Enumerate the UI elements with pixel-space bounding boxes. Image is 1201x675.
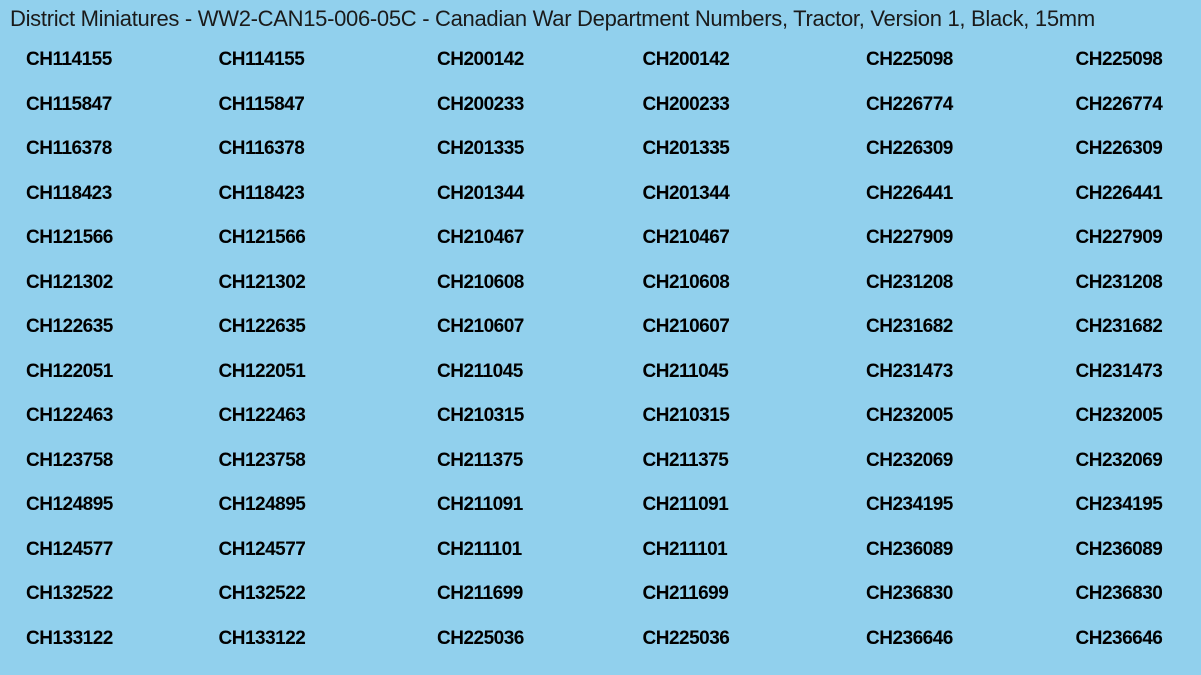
decal-number: CH226441 — [800, 176, 996, 221]
decal-number: CH232005 — [996, 398, 1192, 443]
decal-number: CH234195 — [800, 487, 996, 532]
decal-number: CH231682 — [996, 309, 1192, 354]
decal-number: CH232069 — [996, 443, 1192, 488]
decal-number: CH201335 — [605, 131, 801, 176]
decal-number: CH201344 — [605, 176, 801, 221]
decal-number: CH211091 — [409, 487, 605, 532]
decal-number: CH211045 — [409, 354, 605, 399]
decal-number: CH211375 — [409, 443, 605, 488]
decal-number: CH211375 — [605, 443, 801, 488]
decal-number: CH124895 — [18, 487, 214, 532]
decal-number: CH118423 — [214, 176, 410, 221]
decal-number: CH114155 — [18, 42, 214, 87]
decal-number: CH236646 — [800, 621, 996, 666]
decal-number: CH122051 — [214, 354, 410, 399]
decal-number: CH226441 — [996, 176, 1192, 221]
decal-number: CH232005 — [800, 398, 996, 443]
decal-number: CH123758 — [214, 443, 410, 488]
decal-number: CH122635 — [18, 309, 214, 354]
decal-number: CH132522 — [214, 576, 410, 621]
decal-number: CH116378 — [214, 131, 410, 176]
decal-number: CH226309 — [996, 131, 1192, 176]
decal-number: CH236089 — [996, 532, 1192, 577]
decal-number: CH123758 — [18, 443, 214, 488]
page-title: District Miniatures - WW2-CAN15-006-05C … — [0, 0, 1201, 34]
decal-number: CH211699 — [409, 576, 605, 621]
decal-number: CH124577 — [214, 532, 410, 577]
decal-number: CH210608 — [605, 265, 801, 310]
decal-number: CH115847 — [18, 87, 214, 132]
decal-number: CH231682 — [800, 309, 996, 354]
decal-number: CH210607 — [409, 309, 605, 354]
decal-number: CH116378 — [18, 131, 214, 176]
decal-number: CH225098 — [996, 42, 1192, 87]
decal-number: CH236089 — [800, 532, 996, 577]
decal-number: CH201335 — [409, 131, 605, 176]
decal-number: CH210607 — [605, 309, 801, 354]
decal-number: CH211699 — [605, 576, 801, 621]
decal-number: CH210315 — [605, 398, 801, 443]
decal-number: CH231473 — [996, 354, 1192, 399]
decal-number: CH225036 — [605, 621, 801, 666]
decal-number: CH236646 — [996, 621, 1192, 666]
decal-number: CH226309 — [800, 131, 996, 176]
decal-number: CH122463 — [18, 398, 214, 443]
decal-number: CH211045 — [605, 354, 801, 399]
decal-number: CH211101 — [409, 532, 605, 577]
decal-number: CH121566 — [18, 220, 214, 265]
decal-number: CH115847 — [214, 87, 410, 132]
decal-number: CH132522 — [18, 576, 214, 621]
decal-number: CH236830 — [800, 576, 996, 621]
decal-grid: CH114155 CH115847 CH116378 CH118423 CH12… — [0, 34, 1201, 675]
decal-number: CH236830 — [996, 576, 1192, 621]
decal-number: CH133122 — [214, 621, 410, 666]
decal-number: CH226774 — [996, 87, 1192, 132]
decal-number: CH210467 — [409, 220, 605, 265]
decal-number: CH133122 — [18, 621, 214, 666]
decal-number: CH124577 — [18, 532, 214, 577]
decal-number: CH200233 — [409, 87, 605, 132]
decal-number: CH231208 — [800, 265, 996, 310]
decal-number: CH232069 — [800, 443, 996, 488]
column-5: CH225098 CH226774 CH226309 CH226441 CH22… — [800, 42, 996, 665]
decal-number: CH122635 — [214, 309, 410, 354]
decal-number: CH114155 — [214, 42, 410, 87]
decal-number: CH231473 — [800, 354, 996, 399]
decal-number: CH200142 — [605, 42, 801, 87]
decal-number: CH210467 — [605, 220, 801, 265]
decal-number: CH121302 — [214, 265, 410, 310]
column-2: CH114155 CH115847 CH116378 CH118423 CH12… — [214, 42, 410, 665]
decal-number: CH201344 — [409, 176, 605, 221]
decal-number: CH200233 — [605, 87, 801, 132]
column-3: CH200142 CH200233 CH201335 CH201344 CH21… — [409, 42, 605, 665]
decal-number: CH225036 — [409, 621, 605, 666]
decal-number: CH210608 — [409, 265, 605, 310]
decal-number: CH124895 — [214, 487, 410, 532]
decal-number: CH121302 — [18, 265, 214, 310]
decal-number: CH211091 — [605, 487, 801, 532]
decal-number: CH227909 — [996, 220, 1192, 265]
decal-number: CH122463 — [214, 398, 410, 443]
decal-number: CH227909 — [800, 220, 996, 265]
decal-number: CH225098 — [800, 42, 996, 87]
decal-number: CH118423 — [18, 176, 214, 221]
column-1: CH114155 CH115847 CH116378 CH118423 CH12… — [18, 42, 214, 665]
decal-number: CH226774 — [800, 87, 996, 132]
column-6: CH225098 CH226774 CH226309 CH226441 CH22… — [996, 42, 1192, 665]
decal-number: CH211101 — [605, 532, 801, 577]
decal-number: CH122051 — [18, 354, 214, 399]
decal-number: CH234195 — [996, 487, 1192, 532]
decal-number: CH121566 — [214, 220, 410, 265]
decal-number: CH200142 — [409, 42, 605, 87]
column-4: CH200142 CH200233 CH201335 CH201344 CH21… — [605, 42, 801, 665]
decal-number: CH231208 — [996, 265, 1192, 310]
decal-number: CH210315 — [409, 398, 605, 443]
